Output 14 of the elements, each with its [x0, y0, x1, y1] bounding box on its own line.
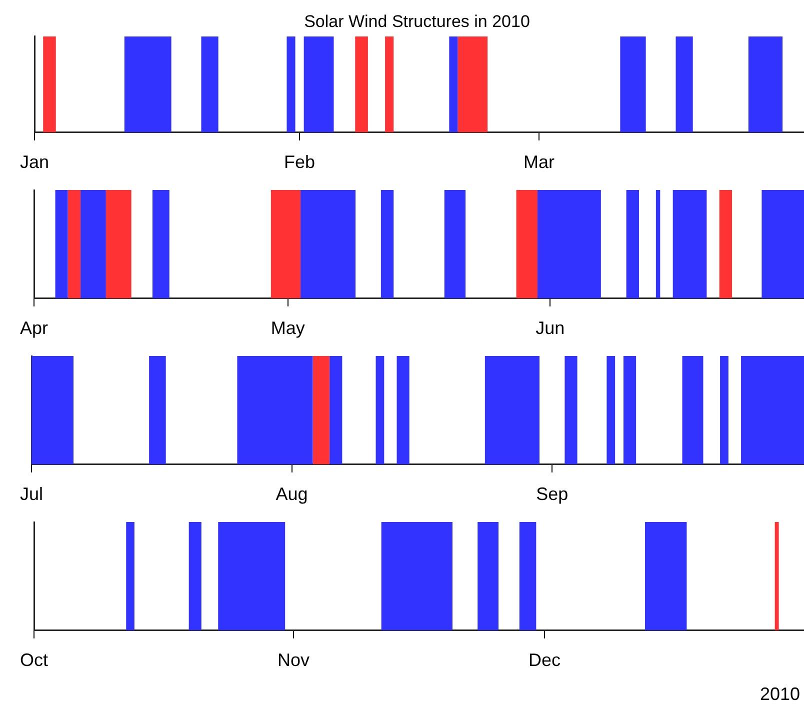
- x-tick-label: Jun: [536, 318, 565, 338]
- chart-title: Solar Wind Structures in 2010: [304, 12, 530, 31]
- x-tick-label: Sep: [536, 484, 568, 504]
- x-tick-label: Oct: [20, 650, 48, 670]
- x-tick-label: Jul: [20, 484, 44, 504]
- x-tick-label: Dec: [528, 650, 561, 670]
- x-tick-label: Nov: [277, 650, 310, 670]
- text: 2010: [758, 684, 801, 705]
- x-tick-label: May: [270, 318, 305, 338]
- x-tick-label: Apr: [20, 318, 48, 338]
- x-tick-label: Jan: [20, 152, 50, 172]
- x-tick-label: Mar: [523, 152, 554, 172]
- x-tick-label: Feb: [284, 152, 316, 172]
- x-tick-label: Aug: [276, 484, 308, 504]
